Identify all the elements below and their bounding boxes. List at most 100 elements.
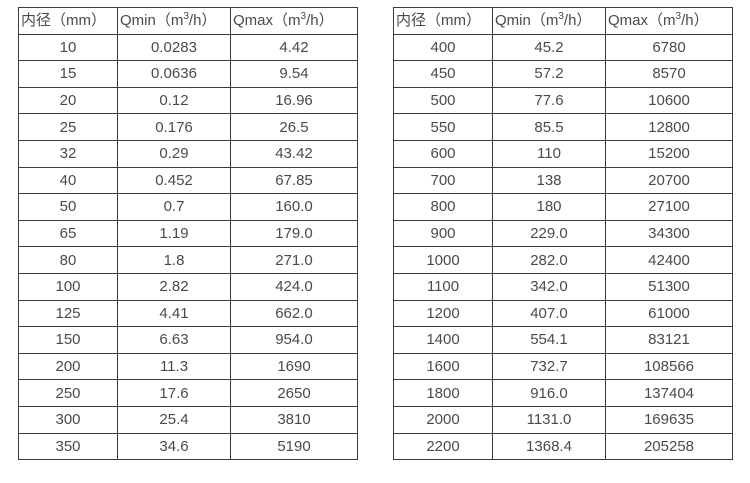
table-cell: 900: [393, 219, 493, 248]
table-cell: 10: [18, 33, 118, 62]
table-cell: 954.0: [230, 326, 358, 354]
table-cell: 250: [18, 379, 118, 407]
table-row: 2000 1131.0 169635: [393, 405, 733, 434]
column-header: Qmin（m3/h）: [117, 7, 231, 35]
table-cell: 205258: [605, 432, 733, 461]
table-cell: 800: [393, 193, 493, 221]
table-cell: 271.0: [230, 246, 358, 274]
table-cell: 350: [18, 432, 118, 461]
column-header: Qmin（m3/h）: [492, 7, 606, 35]
table-cell: 85.5: [492, 113, 606, 141]
table-cell: 40: [18, 166, 118, 195]
table-row: 40 0.452 67.85: [18, 166, 358, 195]
table-cell: 407.0: [492, 299, 606, 328]
table-row: 100 2.82 424.0: [18, 272, 358, 301]
table-row: 1600 732.7 108566: [393, 352, 733, 381]
table-cell: 2000: [393, 405, 493, 434]
table-row: 150 6.63 954.0: [18, 326, 358, 354]
column-header: 内径（mm）: [393, 7, 493, 35]
table-cell: 3810: [230, 405, 358, 434]
table-cell: 1100: [393, 272, 493, 301]
flow-rate-table-small-diameters: 内径（mm） Qmin（m3/h） Qmax（m3/h） 10 0.0283 4.42 1…: [18, 7, 358, 461]
table-cell: 179.0: [230, 219, 358, 248]
table-cell: 1368.4: [492, 432, 606, 461]
table-cell: 0.0283: [117, 33, 231, 62]
table-row: 25 0.176 26.5: [18, 113, 358, 141]
table-cell: 12800: [605, 113, 733, 141]
table-cell: 0.452: [117, 166, 231, 195]
table-row: 600 110 15200: [393, 139, 733, 168]
table-row: 50 0.7 160.0: [18, 193, 358, 221]
table-cell: 1800: [393, 379, 493, 407]
table-row: 10 0.0283 4.42: [18, 33, 358, 62]
table-cell: 8570: [605, 60, 733, 88]
table-cell: 550: [393, 113, 493, 141]
flow-rate-tables: 内径（mm） Qmin（m3/h） Qmax（m3/h） 10 0.0283 4.42 1…: [18, 7, 733, 461]
table-cell: 2650: [230, 379, 358, 407]
table-cell: 27100: [605, 193, 733, 221]
table-cell: 11.3: [117, 352, 231, 381]
table-cell: 61000: [605, 299, 733, 328]
table-cell: 138: [492, 166, 606, 195]
table-cell: 16.96: [230, 86, 358, 115]
table-row: 400 45.2 6780: [393, 33, 733, 62]
table-cell: 554.1: [492, 326, 606, 354]
table-cell: 32: [18, 139, 118, 168]
table-row: 80 1.8 271.0: [18, 246, 358, 274]
table-cell: 0.29: [117, 139, 231, 168]
table-cell: 51300: [605, 272, 733, 301]
table-cell: 2200: [393, 432, 493, 461]
table-cell: 1690: [230, 352, 358, 381]
table-cell: 342.0: [492, 272, 606, 301]
table-cell: 916.0: [492, 379, 606, 407]
table-cell: 1600: [393, 352, 493, 381]
table-cell: 1400: [393, 326, 493, 354]
table-cell: 600: [393, 139, 493, 168]
table-cell: 26.5: [230, 113, 358, 141]
table-cell: 424.0: [230, 272, 358, 301]
table-row: 800 180 27100: [393, 193, 733, 221]
table-cell: 0.0636: [117, 60, 231, 88]
table-cell: 110: [492, 139, 606, 168]
table-row: 1200 407.0 61000: [393, 299, 733, 328]
table-cell: 180: [492, 193, 606, 221]
table-cell: 20: [18, 86, 118, 115]
table-cell: 100: [18, 272, 118, 301]
table-cell: 169635: [605, 405, 733, 434]
table-row: 500 77.6 10600: [393, 86, 733, 115]
table-cell: 34300: [605, 219, 733, 248]
table-cell: 450: [393, 60, 493, 88]
column-header: 内径（mm）: [18, 7, 118, 35]
table-row: 550 85.5 12800: [393, 113, 733, 141]
table-cell: 20700: [605, 166, 733, 195]
flow-rate-table-large-diameters: 内径（mm） Qmin（m3/h） Qmax（m3/h） 400 45.2 6780 45…: [393, 7, 733, 461]
table-cell: 229.0: [492, 219, 606, 248]
header-row: 内径（mm） Qmin（m3/h） Qmax（m3/h）: [18, 7, 358, 35]
table-row: 2200 1368.4 205258: [393, 432, 733, 461]
table-cell: 67.85: [230, 166, 358, 195]
table-row: 65 1.19 179.0: [18, 219, 358, 248]
table-cell: 1200: [393, 299, 493, 328]
table-row: 700 138 20700: [393, 166, 733, 195]
table-row: 1400 554.1 83121: [393, 326, 733, 354]
header-row: 内径（mm） Qmin（m3/h） Qmax（m3/h）: [393, 7, 733, 35]
table-row: 250 17.6 2650: [18, 379, 358, 407]
table-cell: 0.12: [117, 86, 231, 115]
table-cell: 137404: [605, 379, 733, 407]
table-row: 125 4.41 662.0: [18, 299, 358, 328]
table-cell: 1.19: [117, 219, 231, 248]
table-cell: 50: [18, 193, 118, 221]
table-cell: 700: [393, 166, 493, 195]
table-cell: 6780: [605, 33, 733, 62]
table-cell: 2.82: [117, 272, 231, 301]
table-cell: 662.0: [230, 299, 358, 328]
table-cell: 282.0: [492, 246, 606, 274]
table-cell: 732.7: [492, 352, 606, 381]
table-cell: 6.63: [117, 326, 231, 354]
table-row: 450 57.2 8570: [393, 60, 733, 88]
table-cell: 108566: [605, 352, 733, 381]
table-cell: 1.8: [117, 246, 231, 274]
table-cell: 10600: [605, 86, 733, 115]
table-cell: 500: [393, 86, 493, 115]
table-cell: 45.2: [492, 33, 606, 62]
